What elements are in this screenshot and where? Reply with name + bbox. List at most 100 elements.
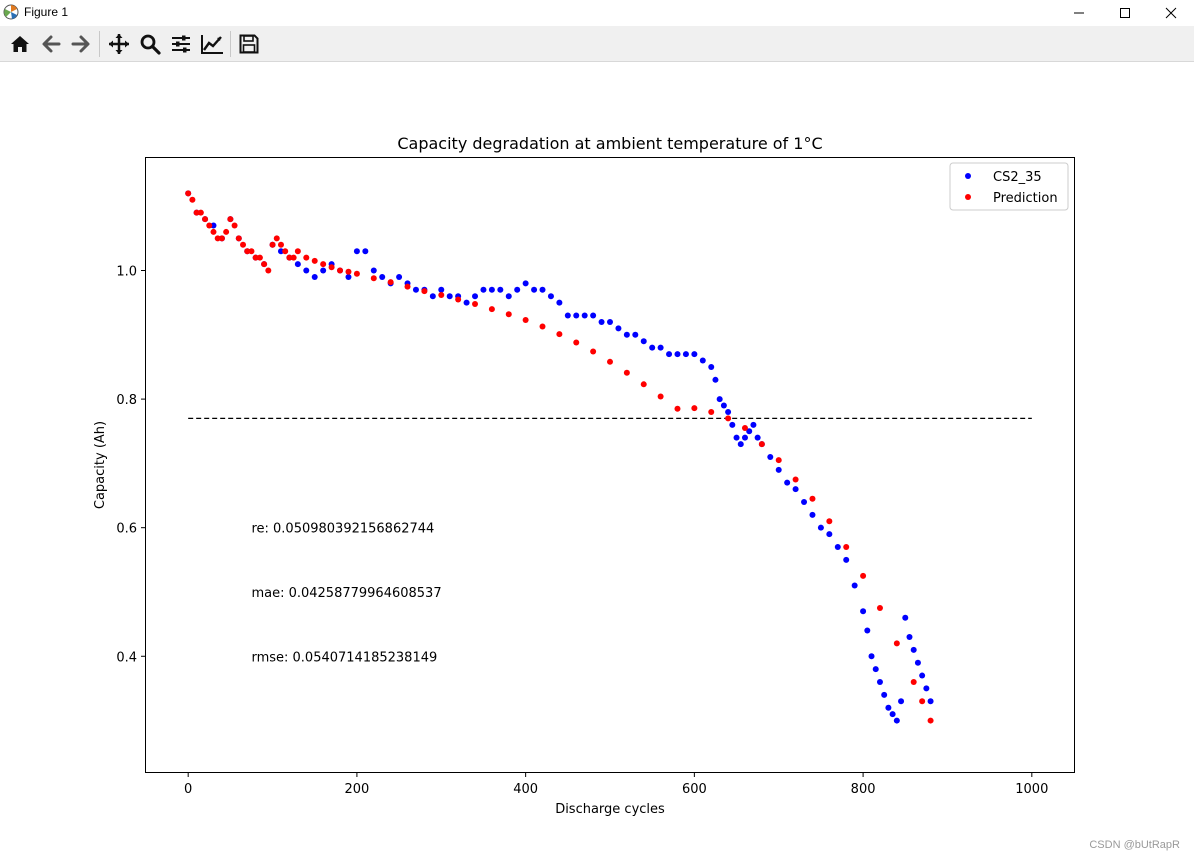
data-point-prediction xyxy=(210,228,217,235)
data-point-cs2-35 xyxy=(910,646,917,653)
home-icon xyxy=(11,36,29,52)
minimize-button[interactable] xyxy=(1056,0,1102,26)
data-point-prediction xyxy=(404,283,411,290)
data-point-cs2-35 xyxy=(607,318,613,325)
legend-label-prediction: Prediction xyxy=(993,191,1058,206)
chart-title: Capacity degradation at ambient temperat… xyxy=(397,134,822,153)
back-button[interactable] xyxy=(38,32,64,56)
data-point-cs2-35 xyxy=(615,325,622,332)
x-tick-label: 600 xyxy=(682,782,707,797)
data-point-prediction xyxy=(214,235,221,242)
legend-label-cs2-35: CS2_35 xyxy=(993,170,1042,185)
data-point-cs2-35 xyxy=(522,280,529,287)
data-point-prediction xyxy=(320,261,327,268)
y-tick-label: 0.8 xyxy=(116,393,137,408)
data-point-cs2-35 xyxy=(876,678,883,685)
legend-box xyxy=(949,162,1069,211)
zoom-icon xyxy=(140,34,161,55)
data-point-cs2-35 xyxy=(927,698,934,705)
data-point-prediction xyxy=(708,408,715,415)
data-point-cs2-35 xyxy=(514,286,521,293)
home-button[interactable] xyxy=(7,32,33,56)
data-point-prediction xyxy=(337,267,344,274)
x-tick-label: 200 xyxy=(344,782,369,797)
data-point-cs2-35 xyxy=(784,479,791,486)
data-point-prediction xyxy=(261,261,268,268)
data-point-cs2-35 xyxy=(370,267,377,274)
data-point-cs2-35 xyxy=(792,486,799,493)
data-point-prediction xyxy=(286,254,293,261)
data-point-prediction xyxy=(590,348,597,355)
data-point-prediction xyxy=(674,405,681,412)
data-point-prediction xyxy=(248,248,255,255)
maximize-button[interactable] xyxy=(1102,0,1148,26)
data-point-cs2-35 xyxy=(801,498,808,505)
data-point-cs2-35 xyxy=(923,685,930,692)
save-button[interactable] xyxy=(236,32,262,56)
data-point-prediction xyxy=(488,306,495,313)
data-point-prediction xyxy=(573,339,580,346)
zoom-button[interactable] xyxy=(137,32,163,56)
data-point-prediction xyxy=(421,288,428,295)
data-point-cs2-35 xyxy=(914,659,921,666)
data-point-prediction xyxy=(294,248,301,255)
data-point-cs2-35 xyxy=(632,331,639,338)
data-point-cs2-35 xyxy=(320,267,327,274)
data-point-cs2-35 xyxy=(640,338,647,345)
data-point-prediction xyxy=(290,254,297,261)
data-point-cs2-35 xyxy=(902,614,909,621)
data-point-prediction xyxy=(792,476,799,483)
pan-button[interactable] xyxy=(106,32,132,56)
close-icon xyxy=(1165,7,1177,19)
annotation-rmse: rmse: 0.0540714185238149 xyxy=(251,650,437,665)
pan-icon xyxy=(109,34,129,54)
data-point-cs2-35 xyxy=(741,434,748,441)
data-point-cs2-35 xyxy=(691,351,698,358)
data-point-prediction xyxy=(227,216,234,223)
data-point-cs2-35 xyxy=(505,293,512,300)
data-point-cs2-35 xyxy=(898,698,905,705)
data-point-prediction xyxy=(303,254,310,261)
x-ticks: 0 200 400 600 800 1000 xyxy=(184,772,1048,797)
data-point-prediction xyxy=(244,248,251,255)
data-point-prediction xyxy=(277,241,284,248)
data-point-cs2-35 xyxy=(725,408,732,415)
legend-marker-prediction xyxy=(965,194,971,200)
data-point-cs2-35 xyxy=(708,363,715,370)
edit-axes-button[interactable] xyxy=(199,32,225,56)
annotation-re: re: 0.050980392156862744 xyxy=(251,522,434,537)
data-point-cs2-35 xyxy=(429,293,436,300)
data-point-cs2-35 xyxy=(746,428,753,435)
data-point-cs2-35 xyxy=(809,511,816,518)
x-tick-label: 800 xyxy=(851,782,876,797)
data-point-prediction xyxy=(282,248,289,255)
data-point-cs2-35 xyxy=(750,421,757,428)
data-point-prediction xyxy=(876,605,883,612)
data-point-cs2-35 xyxy=(488,286,495,293)
data-point-prediction xyxy=(206,222,213,229)
data-point-cs2-35 xyxy=(843,556,850,563)
maximize-icon xyxy=(1120,8,1130,18)
data-point-cs2-35 xyxy=(396,273,403,280)
data-point-prediction xyxy=(843,543,850,550)
data-point-cs2-35 xyxy=(817,524,824,531)
data-point-cs2-35 xyxy=(590,312,597,319)
data-point-prediction xyxy=(919,698,926,705)
data-point-prediction xyxy=(927,717,934,724)
data-point-cs2-35 xyxy=(531,286,538,293)
data-point-cs2-35 xyxy=(889,711,896,718)
configure-subplots-button[interactable] xyxy=(168,32,194,56)
close-button[interactable] xyxy=(1148,0,1194,26)
data-point-cs2-35 xyxy=(893,717,900,724)
data-point-prediction xyxy=(197,209,204,216)
data-point-cs2-35 xyxy=(362,248,369,255)
data-point-prediction xyxy=(893,640,900,647)
forward-button[interactable] xyxy=(68,32,94,56)
data-point-cs2-35 xyxy=(885,704,892,711)
data-point-cs2-35 xyxy=(712,376,719,383)
data-point-prediction xyxy=(556,331,563,338)
data-point-cs2-35 xyxy=(463,299,470,306)
data-point-prediction xyxy=(252,254,259,261)
y-axis-label: Capacity (Ah) xyxy=(93,421,108,509)
data-point-cs2-35 xyxy=(277,248,284,255)
